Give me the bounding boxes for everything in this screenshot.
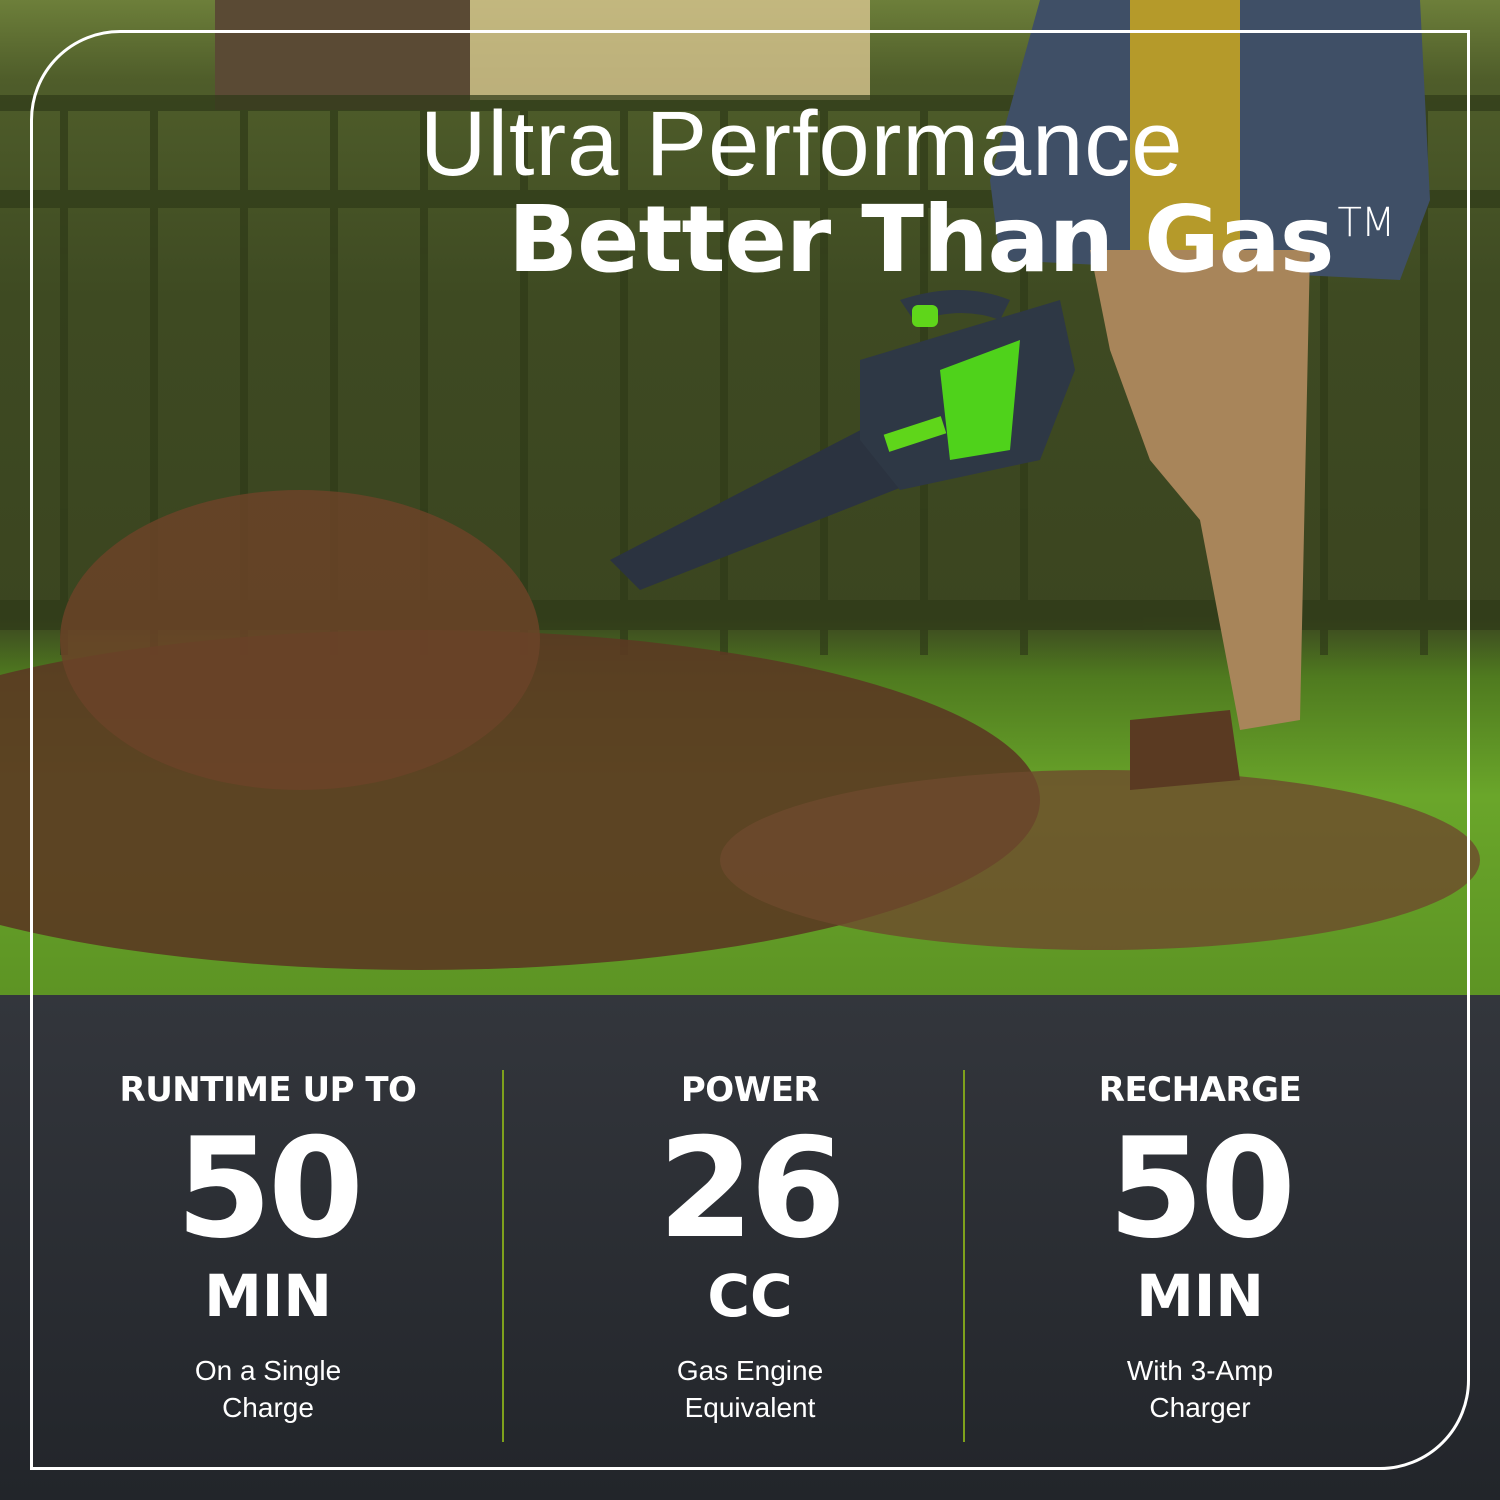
desc-line: Charger xyxy=(1149,1392,1251,1423)
stat-value: 50 xyxy=(175,1108,364,1269)
divider xyxy=(502,1070,504,1442)
desc-line: Gas Engine xyxy=(676,1355,824,1386)
stat-value: 26 xyxy=(657,1108,846,1269)
desc-line: Charge xyxy=(222,1392,314,1423)
desc-line: Equivalent xyxy=(684,1392,816,1423)
stat-recharge: RECHARGE 50 MIN With 3-Amp Charger xyxy=(970,1070,1430,1426)
stat-label: RECHARGE xyxy=(1098,1070,1302,1110)
stat-runtime: RUNTIME UP TO 50 MIN On a Single Charge xyxy=(38,1070,498,1426)
headline-line2-text: Better Than Gas xyxy=(508,186,1334,293)
trademark: TM xyxy=(1337,200,1396,246)
leaf-blower-photo xyxy=(0,0,1500,995)
desc-line: On a Single xyxy=(194,1355,342,1386)
stat-unit: MIN xyxy=(204,1262,332,1330)
desc-line: With 3-Amp xyxy=(1126,1355,1274,1386)
stat-label: POWER xyxy=(680,1070,820,1110)
leaf-blower xyxy=(610,290,1075,590)
stat-unit: MIN xyxy=(1136,1262,1264,1330)
tree-trunk xyxy=(215,0,470,110)
stat-value: 50 xyxy=(1107,1108,1296,1269)
stat-description: With 3-Amp Charger xyxy=(970,1352,1430,1426)
headline-line2: Better Than Gas TM xyxy=(508,186,1396,293)
house-background xyxy=(470,0,870,100)
stat-unit: CC xyxy=(707,1262,793,1330)
stat-description: Gas Engine Equivalent xyxy=(520,1352,980,1426)
stats-panel xyxy=(0,995,1500,1500)
photo-scene xyxy=(0,0,1500,970)
headline-line1: Ultra Performance xyxy=(420,93,1184,195)
person xyxy=(990,0,1430,790)
stat-power: POWER 26 CC Gas Engine Equivalent xyxy=(520,1070,980,1426)
divider xyxy=(963,1070,965,1442)
stat-label: RUNTIME UP TO xyxy=(119,1070,417,1110)
stat-description: On a Single Charge xyxy=(38,1352,498,1426)
